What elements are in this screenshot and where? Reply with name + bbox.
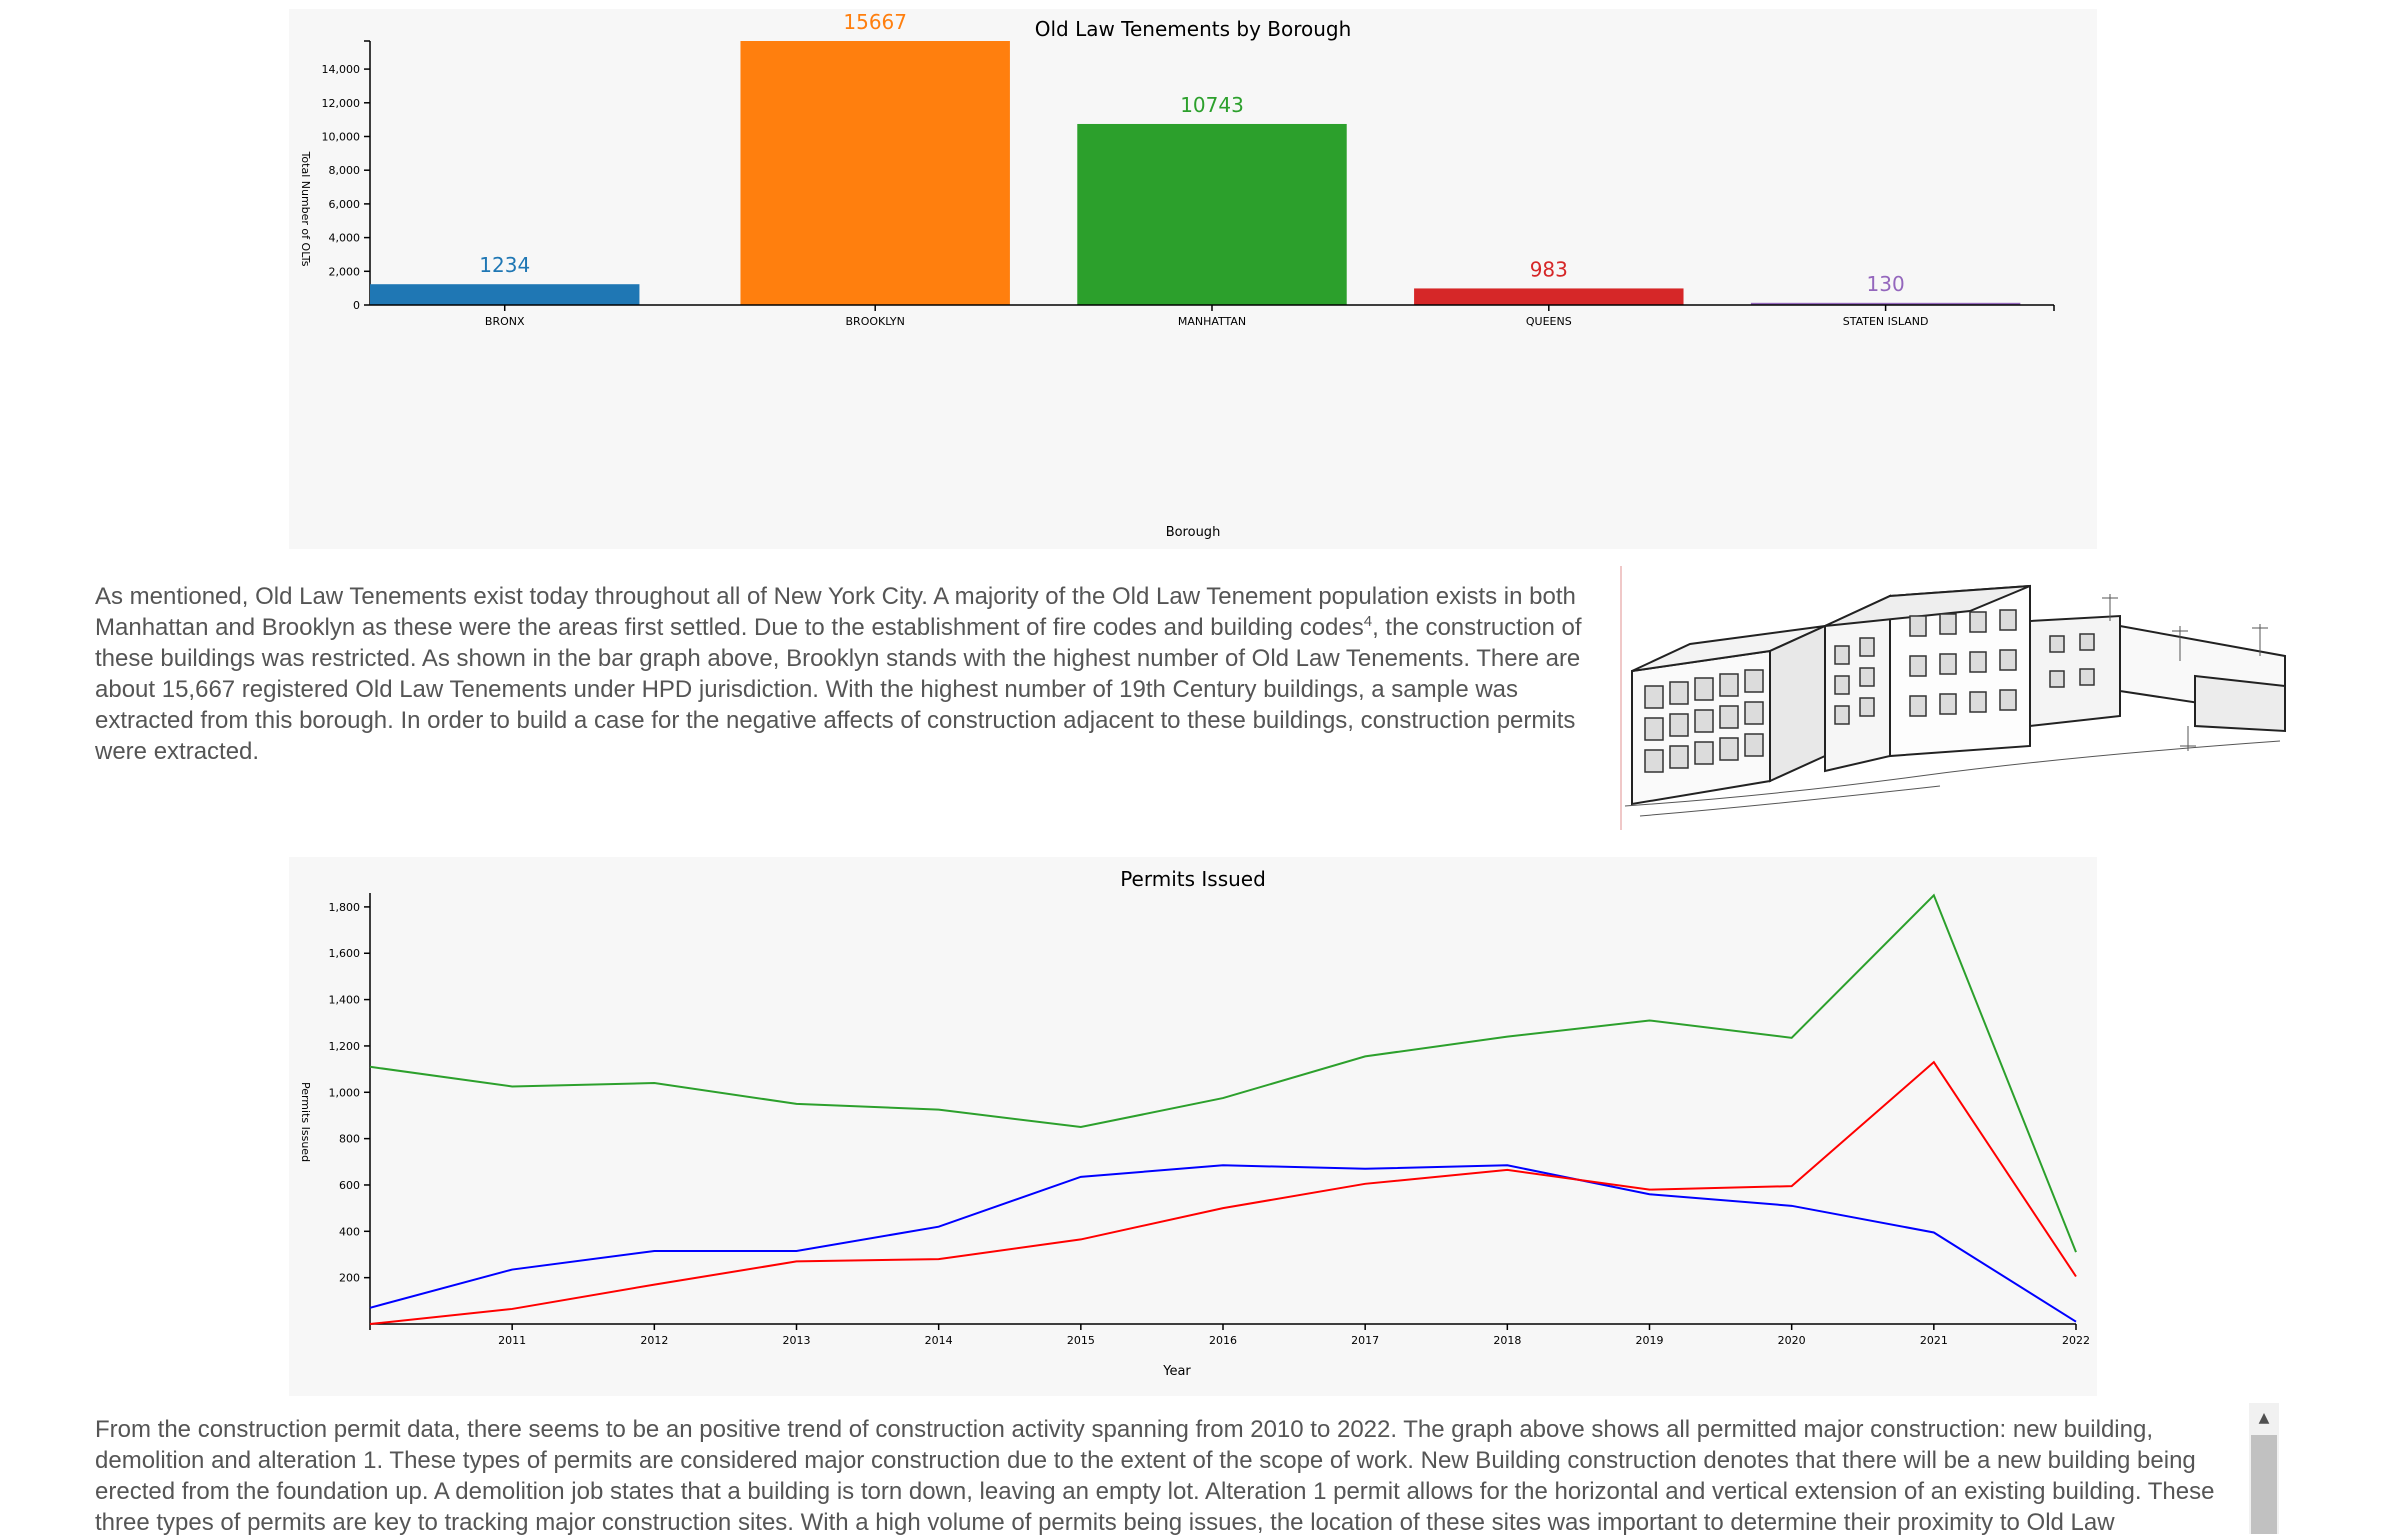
bar-value-label: 983: [1530, 257, 1568, 281]
bar-queens: [1414, 288, 1684, 305]
line-series-2: [369, 1060, 2077, 1325]
scrollbar-thumb[interactable]: [2251, 1435, 2277, 1534]
scroll-up-arrow-icon[interactable]: ▲: [2258, 1410, 2270, 1426]
line-chart-ylabel: Permits Issued: [299, 1082, 312, 1162]
bar-y-tick-label: 4,000: [329, 232, 361, 245]
line-y-tick-label: 200: [339, 1272, 360, 1285]
bar-bronx: [370, 284, 640, 305]
bar-y-tick-label: 6,000: [329, 198, 361, 211]
bar-value-label: 1234: [479, 253, 530, 277]
tenement-building-sketch: [1620, 566, 2286, 830]
bar-y-tick-label: 0: [353, 299, 360, 312]
bar-x-tick-label: MANHATTAN: [1178, 315, 1246, 328]
line-x-tick-label: 2022: [2062, 1334, 2090, 1347]
bar-y-tick-label: 10,000: [322, 130, 361, 143]
bar-chart-ylabel: Total Number of OLTs: [299, 151, 312, 267]
bar-chart-xlabel: Borough: [1166, 525, 1221, 540]
line-y-tick-label: 1,800: [329, 901, 361, 914]
bar-y-tick-label: 2,000: [329, 265, 361, 278]
bar-brooklyn: [740, 41, 1010, 305]
bar-y-tick-label: 8,000: [329, 164, 361, 177]
line-series-1: [369, 1164, 2077, 1323]
bar-value-label: 130: [1867, 272, 1905, 296]
bar-value-label: 15667: [843, 10, 907, 34]
bar-x-tick-label: BROOKLYN: [846, 315, 905, 328]
line-chart-panel: Permits Issued 200 400 600 800 1,000 1,200 1,4…: [289, 857, 2097, 1396]
bar-manhattan: [1077, 123, 1347, 305]
bar-chart-panel: Old Law Tenements by Borough 0 2,000 4,000…: [289, 9, 2097, 549]
bar-chart-title: Old Law Tenements by Borough: [1035, 17, 1352, 41]
line-y-tick-label: 1,600: [329, 947, 361, 960]
bar-x-tick-label: BRONX: [485, 315, 525, 328]
paragraph1-text: As mentioned, Old Law Tenements exist to…: [95, 583, 1576, 641]
bar-y-tick-label: 12,000: [322, 97, 361, 110]
line-x-tick-label: 2013: [783, 1334, 811, 1347]
line-x-tick-label: 2017: [1351, 1334, 1379, 1347]
line-x-tick-label: 2012: [640, 1334, 668, 1347]
line-x-tick-label: 2016: [1209, 1334, 1237, 1347]
line-chart-title: Permits Issued: [1120, 867, 1266, 891]
line-x-tick-label: 2018: [1493, 1334, 1521, 1347]
line-x-tick-label: 2011: [498, 1334, 526, 1347]
footnote-ref-4[interactable]: 4: [1363, 613, 1373, 630]
paragraph1-text-continued: , the construction of these buildings wa…: [95, 614, 1582, 765]
line-x-tick-label: 2015: [1067, 1334, 1095, 1347]
line-chart-xlabel: Year: [1162, 1364, 1191, 1379]
line-y-tick-label: 1,400: [329, 994, 361, 1007]
bar-x-tick-label: STATEN ISLAND: [1843, 315, 1929, 328]
line-x-tick-label: 2014: [925, 1334, 953, 1347]
vertical-scrollbar[interactable]: ▲: [2249, 1403, 2279, 1534]
bar-staten-island: [1750, 302, 2021, 305]
bar-chart: Old Law Tenements by Borough 0 2,000 4,000…: [299, 10, 2055, 540]
paragraph-old-law-tenements: As mentioned, Old Law Tenements exist to…: [95, 581, 1620, 767]
bar-x-tick-label: QUEENS: [1526, 315, 1572, 328]
line-y-tick-label: 800: [339, 1133, 360, 1146]
bar-y-tick-label: 14,000: [322, 63, 361, 76]
line-y-tick-label: 400: [339, 1225, 360, 1238]
line-x-tick-label: 2020: [1778, 1334, 1806, 1347]
line-chart: Permits Issued 200 400 600 800 1,000 1,200 1,4…: [299, 867, 2090, 1379]
line-x-tick-label: 2021: [1920, 1334, 1948, 1347]
line-x-tick-label: 2019: [1636, 1334, 1664, 1347]
line-y-tick-label: 1,000: [329, 1086, 361, 1099]
line-y-tick-label: 600: [339, 1179, 360, 1192]
line-series-0: [369, 893, 2077, 1253]
bar-value-label: 10743: [1180, 93, 1244, 117]
line-y-tick-label: 1,200: [329, 1040, 361, 1053]
paragraph-construction-permits: From the construction permit data, there…: [95, 1416, 2215, 1536]
